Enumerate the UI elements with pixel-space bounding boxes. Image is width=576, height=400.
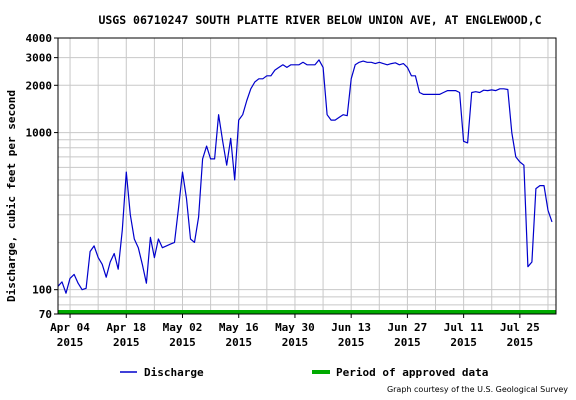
y-tick-label: 2000 [26, 79, 53, 92]
approved-period-fill [58, 310, 556, 314]
legend-approved-swatch [312, 370, 330, 374]
x-tick-year: 2015 [225, 336, 252, 349]
plot-frame [57, 37, 557, 315]
grid-lines [58, 38, 556, 314]
y-axis-label: Discharge, cubic feet per second [5, 90, 18, 302]
approved-period-bar [58, 310, 556, 314]
legend: Discharge Period of approved data [120, 366, 488, 379]
x-tick-year: 2015 [450, 336, 477, 349]
y-tick-label: 3000 [26, 52, 53, 65]
chart-title: USGS 06710247 SOUTH PLATTE RIVER BELOW U… [98, 13, 541, 27]
x-tick-label: May 30 [275, 321, 315, 334]
x-tick-label: Apr 18 [106, 321, 146, 334]
x-tick-year: 2015 [394, 336, 421, 349]
x-tick-label: Jun 13 [331, 321, 371, 334]
discharge-series [57, 59, 553, 294]
y-tick-label: 70 [39, 308, 52, 321]
y-tick-label: 1000 [26, 127, 53, 140]
discharge-line [57, 59, 553, 294]
x-tick-year: 2015 [282, 336, 309, 349]
x-tick-label: Jul 25 [500, 321, 540, 334]
y-tick-label: 4000 [26, 32, 53, 45]
x-tick-label: May 02 [163, 321, 203, 334]
legend-discharge-label: Discharge [144, 366, 204, 379]
x-tick-label: Jul 11 [444, 321, 484, 334]
x-tick-year: 2015 [169, 336, 196, 349]
x-tick-year: 2015 [57, 336, 84, 349]
x-axis-ticks: Apr 04 2015 Apr 18 2015 May 02 2015 May 16 2015… [50, 314, 540, 349]
x-tick-year: 2015 [507, 336, 534, 349]
x-tick-year: 2015 [338, 336, 365, 349]
x-tick-year: 2015 [113, 336, 140, 349]
legend-approved-label: Period of approved data [336, 366, 488, 379]
x-tick-label: Jun 27 [388, 321, 428, 334]
credit-text: Graph courtesy of the U.S. Geological Su… [387, 385, 568, 394]
x-tick-label: Apr 04 [50, 321, 90, 334]
x-tick-label: May 16 [219, 321, 259, 334]
y-tick-label: 100 [32, 284, 52, 297]
y-axis-ticks: 70 100 1000 2000 3000 4000 [26, 32, 58, 321]
